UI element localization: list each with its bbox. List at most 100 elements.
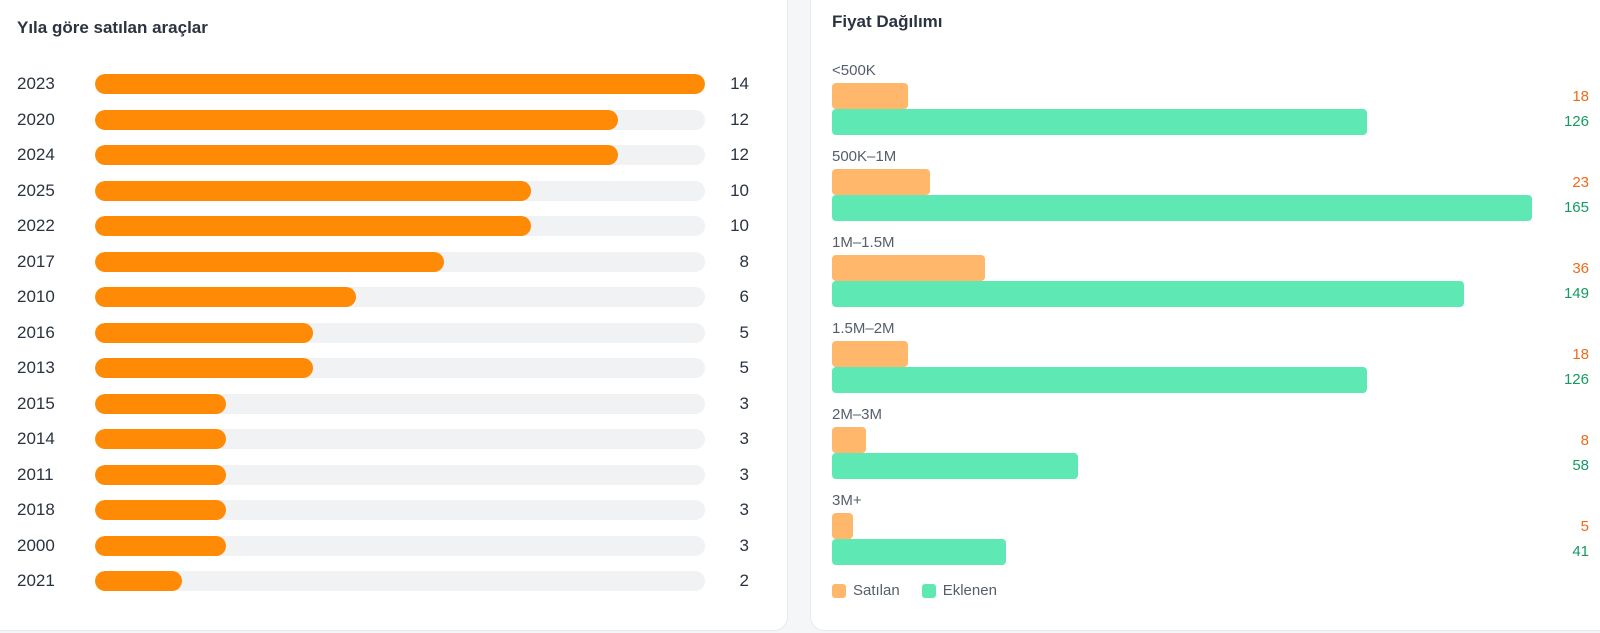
year-bar[interactable] (95, 216, 531, 236)
year-bar[interactable] (95, 322, 313, 343)
year-row: 2024 12 (0, 142, 787, 168)
legend: Satılan Eklenen (832, 582, 1019, 599)
added-bar[interactable] (832, 195, 1532, 221)
year-value: 10 (730, 216, 749, 235)
year-label: 2024 (17, 145, 55, 164)
added-bar[interactable] (832, 281, 1465, 307)
year-row: 2014 3 (0, 426, 787, 452)
price-group: 2M–3M 8 58 (811, 406, 1600, 488)
year-row: 2023 14 (0, 71, 787, 97)
year-label: 2021 (17, 571, 55, 590)
price-range-label: <500K (832, 62, 876, 79)
added-bar[interactable] (832, 109, 1367, 135)
sold-value: 5 (1580, 518, 1589, 535)
price-group: 1M–1.5M 36 149 (811, 234, 1600, 316)
price-range-label: 1M–1.5M (832, 234, 895, 251)
added-value: 149 (1563, 285, 1589, 302)
year-bar[interactable] (95, 74, 705, 94)
year-bar-track (95, 74, 705, 94)
legend-label-sold: Satılan (853, 582, 900, 599)
price-distribution-card: Fiyat Dağılımı <500K 18 126 500K–1M 23 165 1M–… (810, 0, 1600, 631)
added-value: 126 (1563, 113, 1589, 130)
year-bar-track (95, 251, 705, 272)
price-distribution-title: Fiyat Dağılımı (832, 12, 943, 31)
sold-value: 18 (1572, 346, 1589, 363)
sold-bar[interactable] (832, 341, 909, 367)
year-row: 2021 2 (0, 568, 787, 594)
year-value: 5 (739, 322, 749, 342)
year-bar[interactable] (95, 393, 226, 414)
year-row: 2018 3 (0, 497, 787, 523)
sold-value: 18 (1572, 88, 1589, 105)
year-bar[interactable] (95, 287, 357, 307)
year-bar[interactable] (95, 571, 183, 591)
legend-label-added: Eklenen (942, 582, 997, 599)
year-label: 2010 (17, 287, 55, 306)
legend-item-sold[interactable]: Satılan (832, 582, 900, 599)
year-value: 3 (739, 429, 749, 448)
year-value: 10 (730, 180, 749, 200)
year-bar[interactable] (95, 358, 313, 378)
added-bar[interactable] (832, 367, 1367, 393)
year-row: 2017 8 (0, 249, 787, 275)
price-range-label: 500K–1M (832, 148, 897, 165)
sold-bar[interactable] (832, 427, 866, 453)
year-label: 2013 (17, 358, 55, 377)
price-range-label: 2M–3M (832, 406, 883, 423)
year-value: 3 (739, 500, 749, 519)
added-bar[interactable] (832, 453, 1079, 479)
year-bar-track (95, 464, 705, 485)
year-bar-track (95, 180, 705, 201)
year-value: 2 (739, 571, 749, 590)
year-row: 2013 5 (0, 355, 787, 381)
year-row: 2011 3 (0, 462, 787, 488)
year-bar[interactable] (95, 500, 226, 520)
year-bar[interactable] (95, 180, 531, 201)
year-row: 2020 12 (0, 107, 787, 133)
year-sales-card: Yıla göre satılan araçlar 2023 14 2020 12 20… (0, 0, 788, 631)
year-label: 2023 (17, 74, 55, 93)
year-bar-track (95, 109, 705, 130)
price-group: 500K–1M 23 165 (811, 148, 1600, 230)
sold-value: 23 (1572, 174, 1589, 191)
year-bar-track (95, 571, 705, 591)
added-value: 165 (1563, 199, 1589, 216)
year-value: 6 (739, 287, 749, 306)
year-bar[interactable] (95, 251, 444, 272)
price-range-label: 1.5M–2M (832, 320, 895, 337)
year-value: 14 (730, 74, 749, 93)
sold-bar[interactable] (832, 83, 909, 109)
price-distribution-chart: <500K 18 126 500K–1M 23 165 1M–1.5M 36 149 1.5M–2… (811, 0, 1600, 630)
year-label: 2016 (17, 322, 55, 342)
year-bar[interactable] (95, 464, 226, 485)
year-label: 2022 (17, 216, 55, 235)
legend-item-added[interactable]: Eklenen (921, 582, 997, 599)
year-row: 2016 5 (0, 320, 787, 346)
year-value: 3 (739, 464, 749, 484)
year-bar[interactable] (95, 535, 226, 556)
year-label: 2025 (17, 180, 55, 200)
year-label: 2000 (17, 535, 55, 555)
year-bar-track (95, 287, 705, 307)
year-bar[interactable] (95, 429, 226, 449)
year-value: 3 (739, 535, 749, 555)
sold-bar[interactable] (832, 513, 854, 539)
year-value: 12 (730, 145, 749, 164)
year-bar[interactable] (95, 145, 618, 165)
year-row: 2025 10 (0, 178, 787, 204)
sold-bar[interactable] (832, 169, 930, 195)
year-row: 2022 10 (0, 213, 787, 239)
year-label: 2015 (17, 393, 55, 413)
year-sales-chart: 2023 14 2020 12 2024 12 2025 10 2022 10 2017 8 2010 6… (0, 0, 787, 630)
added-value: 58 (1572, 457, 1589, 474)
year-label: 2018 (17, 500, 55, 519)
year-bar-track (95, 216, 705, 236)
added-bar[interactable] (832, 539, 1006, 565)
year-bar[interactable] (95, 109, 618, 130)
added-value: 126 (1563, 371, 1589, 388)
sold-bar[interactable] (832, 255, 985, 281)
year-label: 2017 (17, 251, 55, 271)
legend-swatch-sold (832, 583, 846, 598)
year-value: 5 (739, 358, 749, 377)
year-row: 2015 3 (0, 391, 787, 417)
